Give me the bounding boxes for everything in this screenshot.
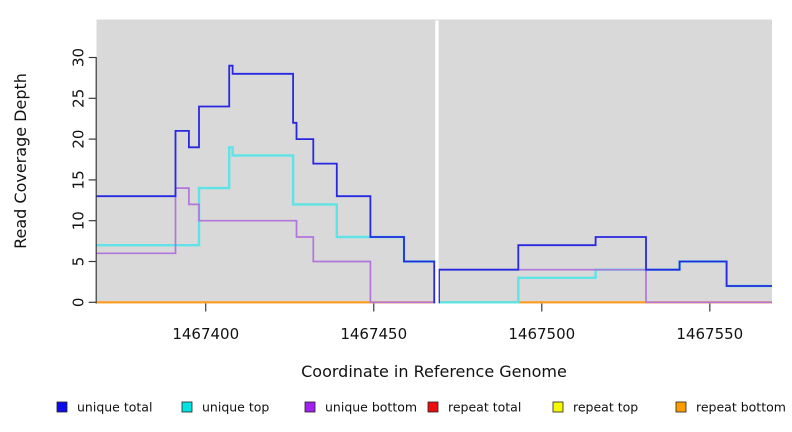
y-tick-label-15: 15 — [70, 170, 88, 189]
legend-swatch-repeat-bottom — [675, 401, 687, 413]
x-tick-label-1467500: 1467500 — [508, 325, 575, 343]
series-unique-total-line — [96, 64, 772, 304]
legend-label-unique-total: unique total — [77, 400, 152, 415]
legend-item-unique-total: unique total — [56, 400, 152, 415]
legend-item-repeat-bottom: repeat bottom — [675, 400, 786, 415]
chart-render-root: 0 5 10 15 20 25 30 1467400 1467450 1467500 1467550… — [56, 19, 786, 415]
legend-item-unique-bottom: unique bottom — [304, 400, 417, 415]
y-tick-label-0: 0 — [70, 298, 88, 308]
gap-mask — [435, 20, 439, 305]
x-tick-label-1467450: 1467450 — [340, 325, 407, 343]
legend-swatch-unique-total — [56, 401, 68, 413]
plot-panel-background — [96, 19, 772, 304]
y-axis-label: Read Coverage Depth — [11, 73, 30, 249]
legend-label-repeat-total: repeat total — [448, 400, 521, 415]
legend-item-repeat-total: repeat total — [427, 400, 521, 415]
x-tick-label-1467550: 1467550 — [676, 325, 743, 343]
legend-swatch-repeat-total — [427, 401, 439, 413]
x-tick-label-1467400: 1467400 — [172, 325, 239, 343]
legend-label-unique-bottom: unique bottom — [325, 400, 417, 415]
legend-label-repeat-top: repeat top — [573, 400, 638, 415]
legend-label-unique-top: unique top — [202, 400, 269, 415]
legend-item-repeat-top: repeat top — [552, 400, 638, 415]
y-tick-label-10: 10 — [70, 211, 88, 230]
legend-swatch-unique-bottom — [304, 401, 316, 413]
y-tick-label-5: 5 — [70, 257, 88, 267]
y-tick-label-20: 20 — [70, 130, 88, 149]
y-tick-label-30: 30 — [70, 48, 88, 67]
legend-swatch-unique-top — [181, 401, 193, 413]
legend-item-unique-top: unique top — [181, 400, 269, 415]
y-tick-label-25: 25 — [70, 89, 88, 108]
x-axis-label: Coordinate in Reference Genome — [301, 362, 567, 381]
legend-swatch-repeat-top — [552, 401, 564, 413]
legend-label-repeat-bottom: repeat bottom — [696, 400, 786, 415]
